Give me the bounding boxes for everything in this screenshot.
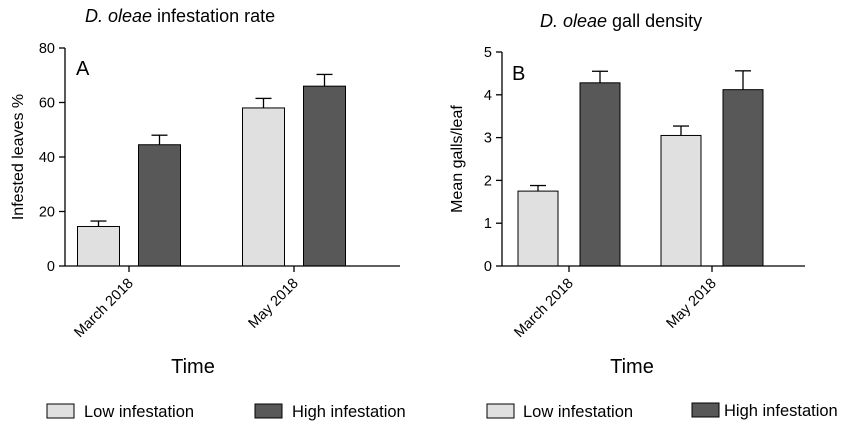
bar-low-may-2018: [242, 107, 285, 267]
legend-swatch-low-b: [486, 403, 515, 419]
chart-title-a: D. oleae infestation rate: [85, 6, 275, 26]
legend-swatch-high-a: [254, 403, 283, 419]
chart-title-species: D. oleae: [540, 11, 607, 31]
y-axis-title-a: Infested leaves %: [10, 94, 27, 220]
chart-panel-a: D. oleae infestation rate A Infested leav…: [10, 6, 400, 378]
y-tick-label: 80: [39, 41, 55, 57]
y-tick-label: 1: [484, 216, 492, 232]
legend-b: Low infestation High infestation: [486, 402, 838, 421]
bar-low-march-2018: [77, 225, 120, 267]
y-tick-label: 40: [39, 150, 55, 166]
y-tick-label: 3: [484, 131, 492, 147]
y-tick-label: 2: [484, 173, 492, 189]
bars-a: [77, 73, 346, 267]
panel-label-a: A: [76, 58, 90, 80]
x-tick-label: March 2018: [511, 276, 576, 341]
legend-swatch-high-b: [691, 402, 720, 418]
bar-high-march-2018: [138, 144, 181, 267]
bar-high-may-2018: [722, 89, 764, 267]
chart-panel-b: D. oleae gall density B Mean galls/leaf T…: [449, 11, 805, 378]
legend-label-high-a: High infestation: [292, 403, 406, 421]
legend-label-low-b: Low infestation: [523, 403, 633, 421]
y-tick-label: 20: [39, 205, 55, 221]
chart-title-rest: infestation rate: [157, 6, 275, 26]
bars-b: [517, 70, 764, 267]
chart-title-rest: gall density: [612, 11, 702, 31]
legend-label-high-b: High infestation: [724, 402, 838, 420]
bar-high-march-2018: [579, 82, 621, 267]
y-axis-title-b: Mean galls/leaf: [449, 105, 466, 213]
legend-swatch-low-a: [46, 403, 75, 419]
x-axis-title-b: Time: [610, 356, 654, 378]
panel-label-b: B: [512, 63, 525, 85]
bar-low-may-2018: [660, 134, 702, 267]
x-tick-label: May 2018: [663, 276, 719, 332]
x-axis-title-a: Time: [171, 356, 215, 378]
y-tick-label: 4: [484, 88, 492, 104]
y-tick-label: 0: [484, 259, 492, 275]
y-tick-label: 60: [39, 96, 55, 112]
legend-a: Low infestation High infestation: [46, 403, 406, 421]
chart-title-b: D. oleae gall density: [540, 11, 702, 31]
bar-low-march-2018: [517, 190, 559, 267]
x-tick-label: May 2018: [245, 276, 301, 332]
chart-title-species: D. oleae: [85, 6, 152, 26]
bar-high-may-2018: [303, 85, 346, 267]
legend-label-low-a: Low infestation: [84, 403, 194, 421]
y-tick-label: 0: [47, 259, 55, 275]
y-tick-label: 5: [484, 45, 492, 61]
x-tick-label: March 2018: [71, 276, 136, 341]
